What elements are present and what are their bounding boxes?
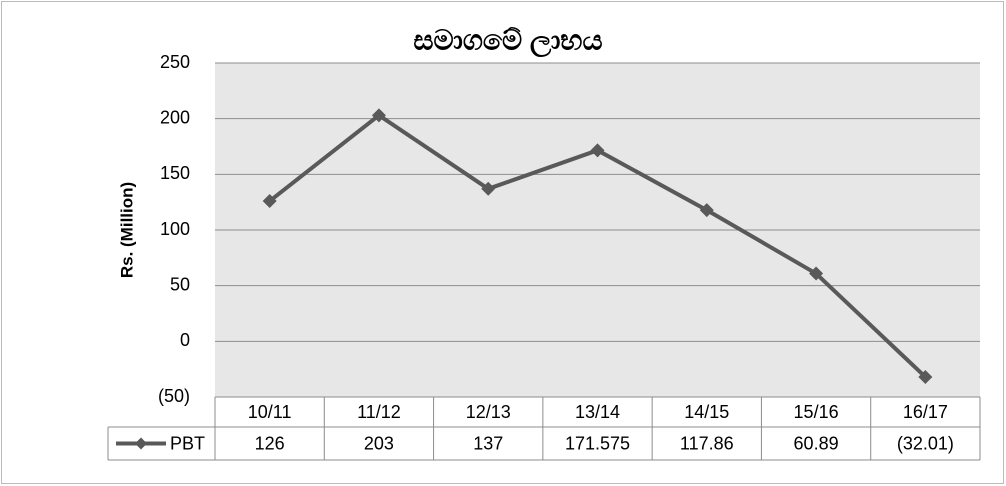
table-value: (32.01) bbox=[897, 433, 954, 453]
data-point bbox=[371, 108, 386, 123]
y-tick-label: 200 bbox=[160, 107, 190, 127]
data-point bbox=[809, 266, 824, 281]
y-tick-label: 150 bbox=[160, 163, 190, 183]
y-tick-label: 100 bbox=[160, 219, 190, 239]
data-point bbox=[262, 194, 277, 209]
chart-title: සමාගමේ ලාභය bbox=[413, 24, 602, 57]
table-value: 117.86 bbox=[680, 433, 734, 453]
table-value: 171.575 bbox=[565, 433, 630, 453]
x-tick-label: 15/16 bbox=[794, 402, 839, 422]
y-tick-label: 250 bbox=[160, 52, 190, 72]
data-point bbox=[481, 181, 496, 196]
x-tick-label: 10/11 bbox=[248, 402, 292, 422]
table-value: 137 bbox=[473, 433, 503, 453]
x-tick-label: 14/15 bbox=[684, 402, 729, 422]
legend-marker bbox=[135, 437, 147, 450]
x-tick-label: 12/13 bbox=[466, 402, 511, 422]
data-point bbox=[699, 203, 714, 218]
data-point bbox=[590, 143, 605, 158]
y-tick-label: (50) bbox=[158, 386, 190, 406]
y-tick-label: 0 bbox=[180, 330, 190, 350]
table-value: 60.89 bbox=[794, 433, 839, 453]
x-tick-label: 16/17 bbox=[903, 402, 948, 422]
y-axis-title: Rs. (Million) bbox=[117, 182, 136, 278]
table-value: 203 bbox=[364, 433, 394, 453]
data-point bbox=[918, 369, 933, 384]
table-value: 126 bbox=[255, 433, 285, 453]
y-tick-label: 50 bbox=[170, 274, 190, 294]
x-tick-label: 13/14 bbox=[575, 402, 620, 422]
legend-label: PBT bbox=[170, 433, 205, 453]
x-tick-label: 11/12 bbox=[357, 402, 401, 422]
